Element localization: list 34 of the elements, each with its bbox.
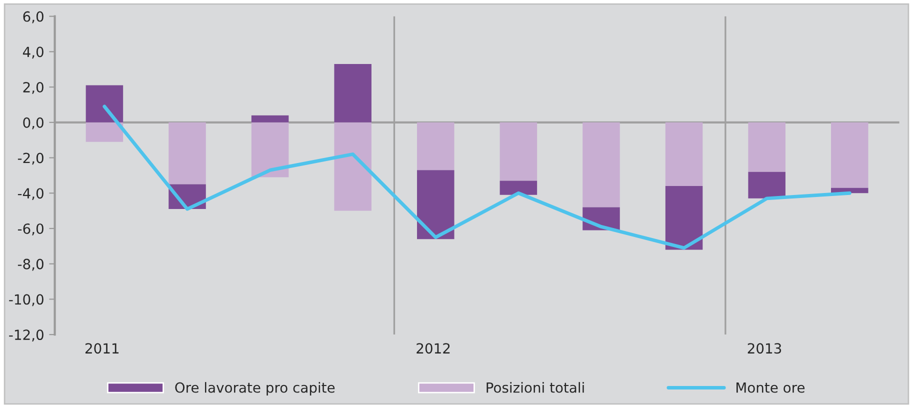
y-tick-label: -12,0: [9, 330, 44, 342]
y-tick-label: 4,0: [22, 46, 44, 59]
y-tick-label: -6,0: [18, 223, 44, 236]
legend-label: Posizioni totali: [486, 382, 584, 393]
y-tick-label: 2,0: [23, 82, 44, 94]
bar: [86, 85, 124, 122]
bar: [500, 180, 538, 195]
bar: [831, 122, 868, 188]
bar: [251, 122, 289, 178]
bar: [168, 122, 206, 184]
bar: [665, 186, 703, 250]
legend-label: Ore lavorate pro capite: [175, 382, 335, 396]
bar: [334, 122, 372, 211]
bar: [417, 170, 454, 240]
y-tick-label: 6,0: [23, 11, 44, 24]
bar: [86, 122, 124, 142]
bar: [417, 122, 454, 170]
bar: [582, 122, 620, 208]
bar: [748, 172, 786, 198]
y-tick-label: -4,0: [18, 188, 44, 200]
bar: [748, 122, 786, 172]
bar: [251, 115, 289, 122]
y-tick-label: 0,0: [23, 117, 44, 130]
x-tick-label: 2012: [416, 343, 450, 354]
legend-label: Monte ore: [736, 382, 805, 393]
bar: [665, 122, 703, 186]
x-tick-label: 2011: [85, 343, 119, 354]
bar: [500, 122, 538, 181]
y-tick-label: -10,0: [9, 294, 44, 306]
bar: [334, 64, 372, 122]
y-tick-label: -8,0: [18, 258, 44, 271]
x-tick-label: 2013: [748, 343, 782, 354]
line-series: [102, 104, 852, 250]
y-tick-label: -2,0: [18, 152, 44, 165]
